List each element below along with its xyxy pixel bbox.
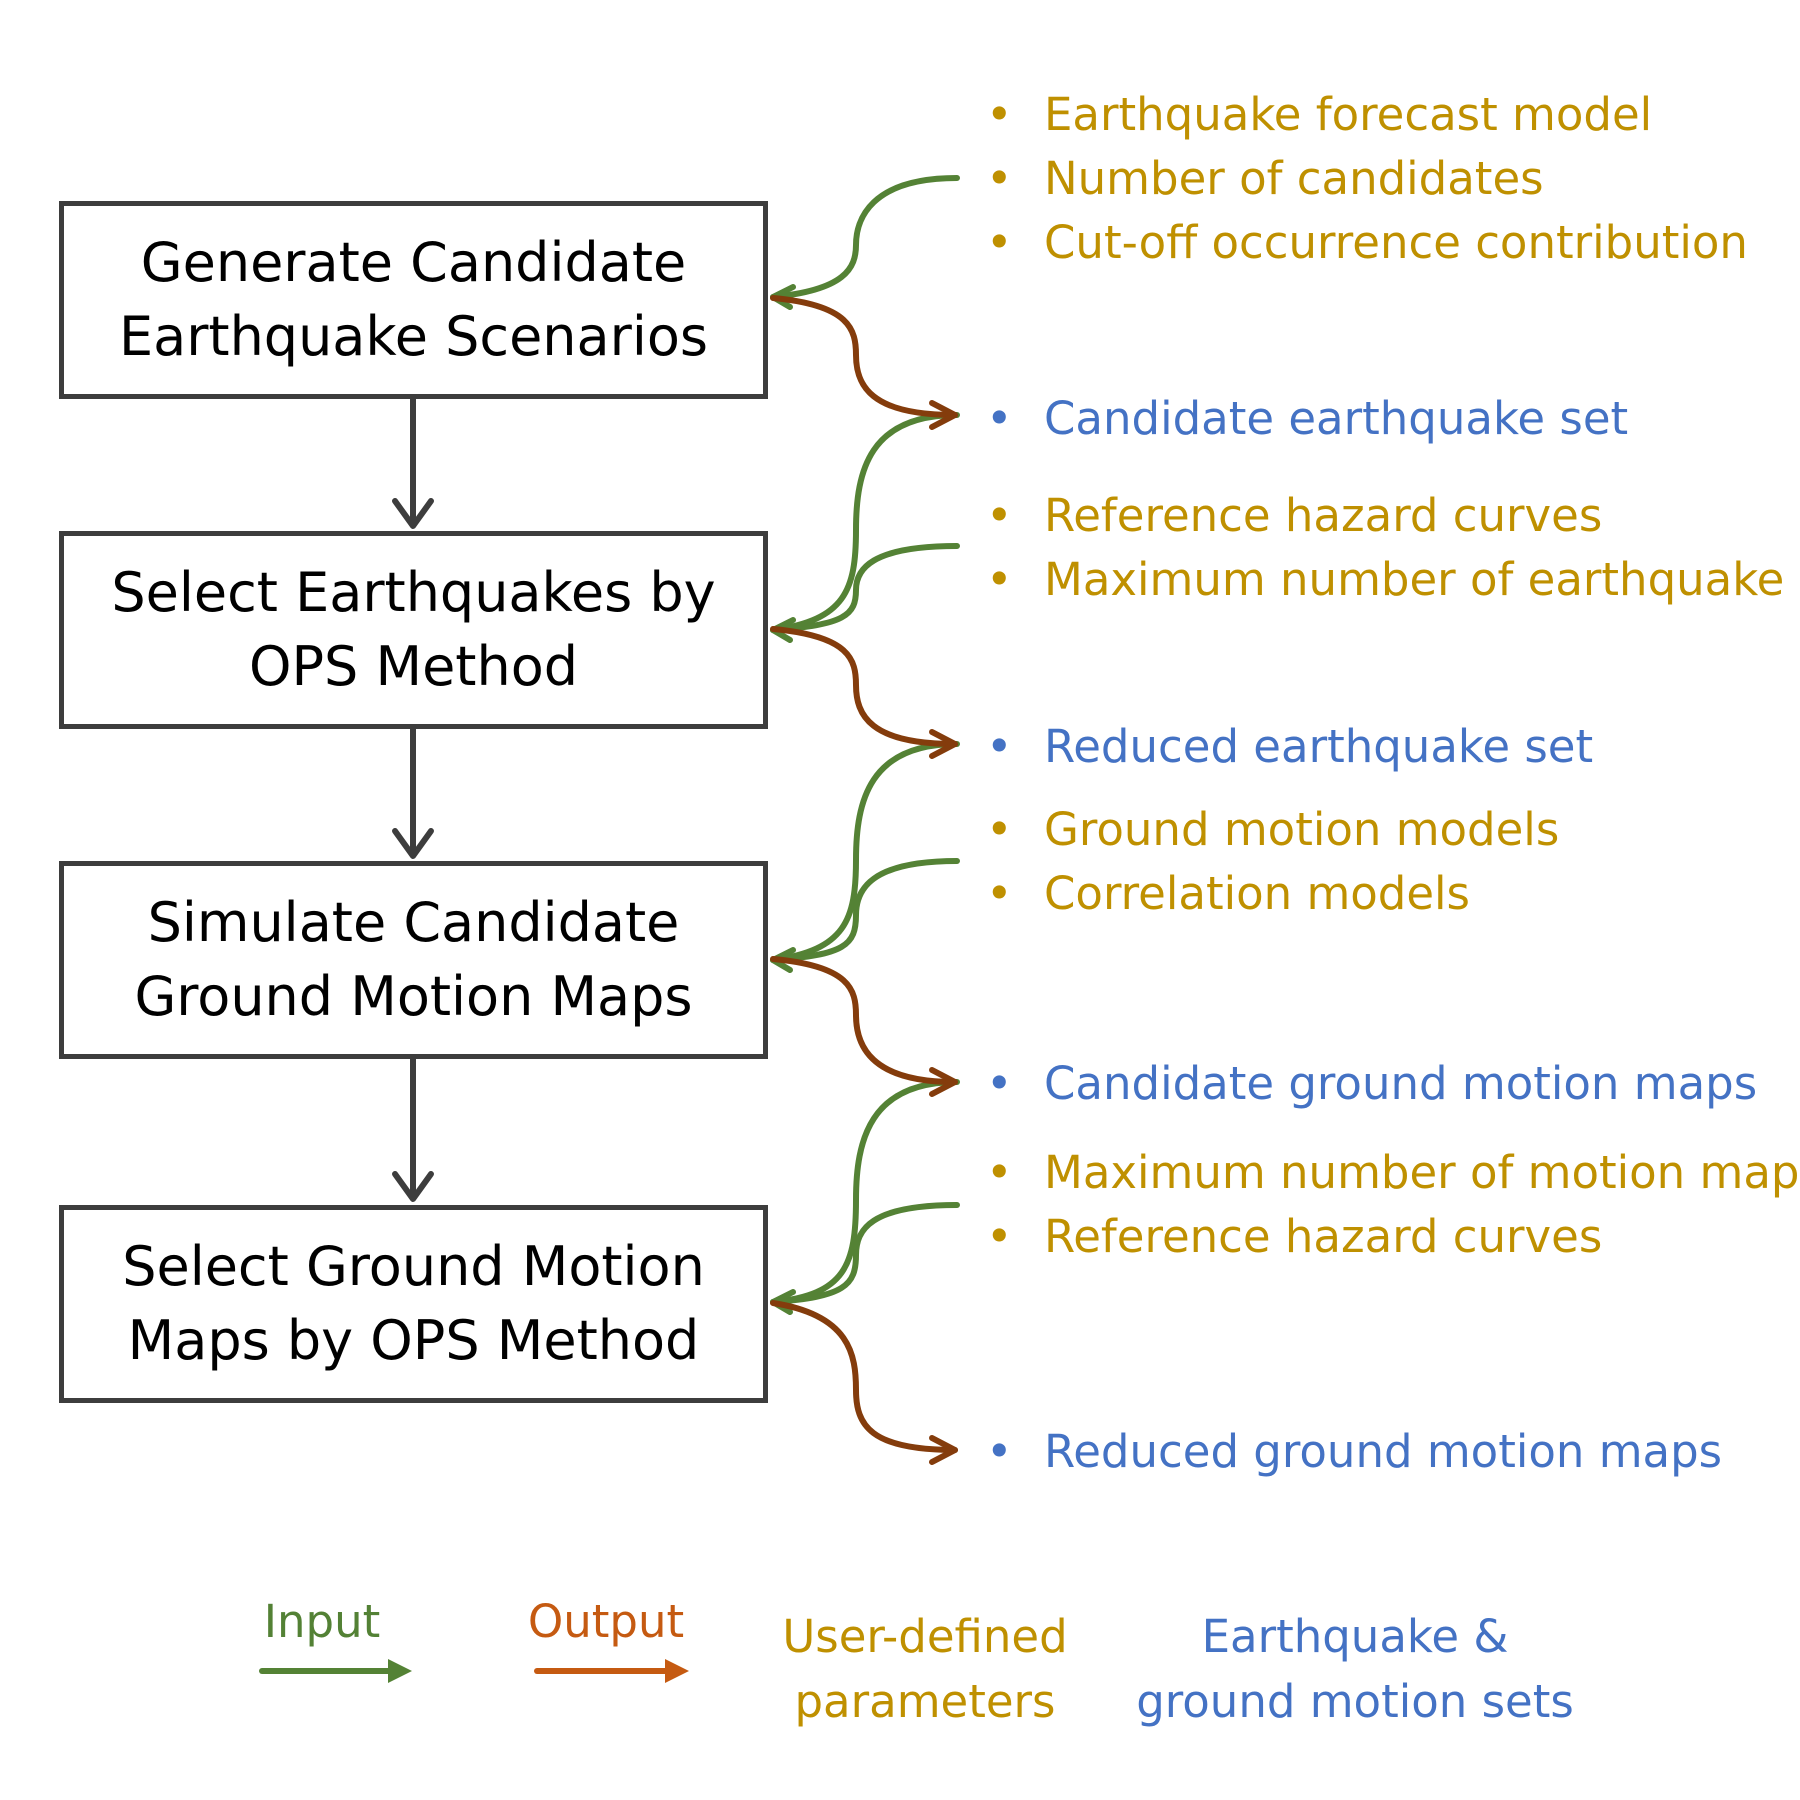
legend-user-defined: User-defined parameters [760,1604,1090,1734]
bullet-icon: • [986,152,1013,205]
item-label: Correlation models [1044,867,1471,920]
bullet-icon: • [986,1146,1013,1199]
output-arrows [770,295,958,1465]
input-arrow-step4 [770,1079,960,1315]
step-label-line2: Earthquake Scenarios [118,305,709,368]
legend-output-arrow [534,1659,689,1683]
legend-sets-line1: Earthquake & [1201,1610,1509,1663]
output-arrow-step3 [770,956,958,1097]
bullet-icon: • [986,392,1013,445]
item-label: Maximum number of motion maps [1044,1146,1800,1199]
input-arrow-step1 [770,175,960,310]
bullet-icon: • [986,1425,1013,1478]
bullet-icon: • [986,1210,1013,1263]
flow-arrow-3-4 [392,1055,434,1202]
input-arrow-step2 [770,412,960,643]
legend-output-label: Output [527,1595,685,1648]
item-label: Reduced earthquake set [1044,720,1594,773]
output-arrow-step2 [770,626,958,759]
step-label-line2: OPS Method [248,635,579,698]
bullet-icon: • [986,553,1013,606]
bullet-icon: • [986,803,1013,856]
step-simulate-maps: Simulate Candidate Ground Motion Maps [59,861,768,1059]
step-select-maps: Select Ground Motion Maps by OPS Method [59,1205,768,1403]
legend-input-label: Input [263,1595,381,1648]
input-arrow-step3 [770,741,960,973]
step-label-line1: Select Earthquakes by [111,561,716,624]
item-label: Reduced ground motion maps [1044,1425,1723,1478]
bullet-icon: • [986,1057,1013,1110]
step-generate-candidates: Generate Candidate Earthquake Scenarios [59,201,768,399]
item-label: Earthquake forecast model [1044,88,1653,141]
legend-user-line1: User-defined [782,1610,1068,1663]
step-label-line2: Ground Motion Maps [134,965,693,1028]
legend-input-arrow [259,1659,412,1683]
bullet-icon: • [986,720,1013,773]
item-label: Cut-off occurrence contribution [1044,216,1748,269]
step-label-line1: Generate Candidate [140,231,687,294]
step-label-line1: Simulate Candidate [147,891,680,954]
flow-arrow-2-3 [392,725,434,859]
output-arrow-step4 [770,1300,958,1465]
legend-user-line2: parameters [794,1675,1056,1728]
item-label: Maximum number of earthquake [1044,553,1785,606]
bullet-icon: • [986,216,1013,269]
bullet-icon: • [986,867,1013,920]
flow-arrow-1-2 [392,395,434,529]
item-label: Candidate earthquake set [1044,392,1629,445]
item-label: Candidate ground motion maps [1044,1057,1758,1110]
legend-arrows [259,1659,689,1683]
legend-sets: Earthquake & ground motion sets [1110,1604,1600,1734]
flow-arrows [392,395,434,1202]
bullet-icon: • [986,88,1013,141]
step-select-earthquakes: Select Earthquakes by OPS Method [59,531,768,729]
output-arrow-step1 [770,295,958,430]
bullet-icon: • [986,489,1013,542]
legend-sets-line2: ground motion sets [1136,1675,1574,1728]
step-label-line2: Maps by OPS Method [127,1309,700,1372]
item-label: Reference hazard curves [1044,1210,1603,1263]
step-label-line1: Select Ground Motion [122,1235,705,1298]
item-label: Number of candidates [1044,152,1544,205]
item-label: Reference hazard curves [1044,489,1603,542]
item-label: Ground motion models [1044,803,1560,856]
